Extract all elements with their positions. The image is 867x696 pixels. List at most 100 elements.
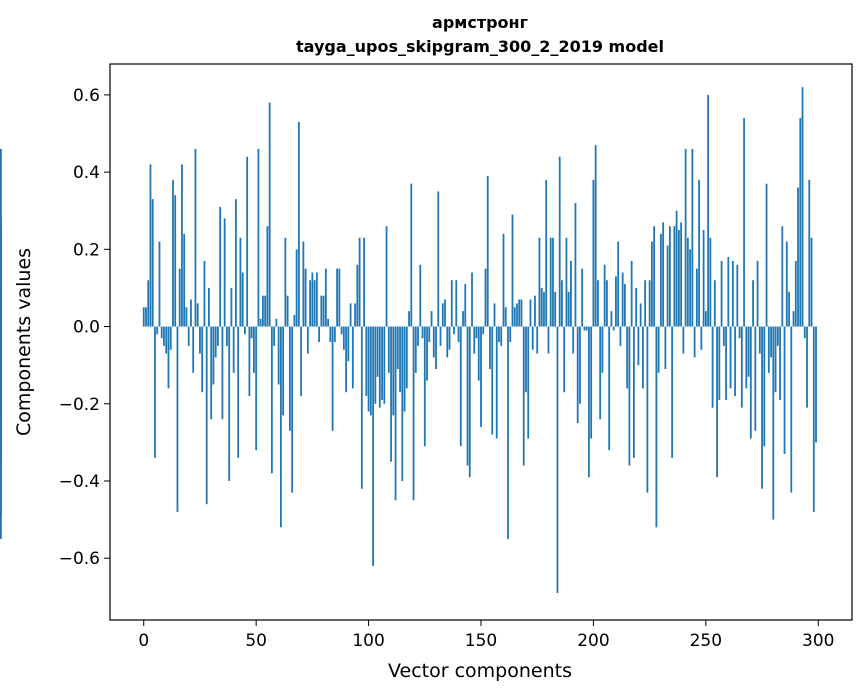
bar-246 xyxy=(695,268,698,327)
bar-160 xyxy=(502,233,505,327)
x-tick-label: 0 xyxy=(138,631,149,651)
x-tick-label: 150 xyxy=(465,631,497,651)
bar-undefined xyxy=(0,326,2,516)
bar-163 xyxy=(509,326,512,342)
bar-267 xyxy=(743,118,745,327)
bar-168 xyxy=(520,299,523,327)
bar-262 xyxy=(731,260,734,327)
bar-4 xyxy=(151,199,154,327)
bar-86 xyxy=(336,268,338,327)
bar-212 xyxy=(619,326,622,346)
bar-103 xyxy=(374,326,377,404)
bar-107 xyxy=(383,326,386,404)
bar-11 xyxy=(167,326,170,389)
bar-175 xyxy=(536,326,539,354)
bar-72 xyxy=(304,268,307,327)
bar-119 xyxy=(410,183,413,327)
bar-290 xyxy=(794,260,797,327)
bar-14 xyxy=(174,195,177,327)
bar-79 xyxy=(320,295,323,327)
bar-123 xyxy=(419,264,422,327)
bar-285 xyxy=(783,326,786,454)
bar-152 xyxy=(484,268,487,327)
bar-84 xyxy=(331,326,334,431)
bar-0 xyxy=(142,307,145,327)
x-tick-label: 50 xyxy=(245,631,267,651)
bar-298 xyxy=(812,326,815,512)
bar-131 xyxy=(437,191,440,327)
bar-179 xyxy=(545,179,548,327)
bar-125 xyxy=(423,326,426,447)
bar-162 xyxy=(507,326,509,539)
bar-270 xyxy=(749,326,752,439)
bar-174 xyxy=(534,295,536,327)
bar-105 xyxy=(378,326,381,408)
bar-177 xyxy=(540,287,543,327)
bar-49 xyxy=(253,326,255,373)
bar-235 xyxy=(671,326,674,458)
bar-218 xyxy=(633,326,635,458)
bar-299 xyxy=(815,326,817,443)
bar-198 xyxy=(588,326,590,478)
bar-281 xyxy=(774,326,777,393)
bar-178 xyxy=(543,291,545,327)
bar-197 xyxy=(585,326,588,331)
chart-title-line2: tayga_upos_skipgram_300_2_2019 model xyxy=(296,37,664,56)
bar-32 xyxy=(214,326,217,358)
bar-184 xyxy=(556,326,559,593)
bar-264 xyxy=(736,264,739,327)
bar-220 xyxy=(637,326,640,366)
bar-176 xyxy=(538,237,541,327)
bar-110 xyxy=(390,326,392,462)
bar-45 xyxy=(244,326,246,335)
bar-undefined xyxy=(0,326,2,370)
bar-226 xyxy=(650,241,653,327)
bar-241 xyxy=(684,148,687,327)
bar-21 xyxy=(190,299,192,327)
y-tick-label: 0.0 xyxy=(73,318,100,338)
bar-240 xyxy=(682,326,685,354)
bar-275 xyxy=(761,326,763,489)
bar-228 xyxy=(655,326,658,528)
bar-223 xyxy=(644,280,647,327)
bar-47 xyxy=(248,326,251,397)
bar-5 xyxy=(154,326,156,458)
bar-24 xyxy=(196,303,199,327)
bar-205 xyxy=(603,264,606,327)
bar-80 xyxy=(322,295,325,327)
bar-106 xyxy=(381,326,383,400)
bar-group xyxy=(0,87,817,593)
bar-26 xyxy=(201,326,204,393)
bar-293 xyxy=(801,87,804,327)
bar-295 xyxy=(806,326,808,408)
bar-161 xyxy=(504,307,507,327)
bar-215 xyxy=(626,326,629,389)
bar-23 xyxy=(194,148,197,327)
bar-16 xyxy=(178,268,181,327)
bar-288 xyxy=(790,326,793,493)
bar-129 xyxy=(432,326,435,358)
bar-221 xyxy=(639,303,642,327)
bar-153 xyxy=(486,175,489,327)
bar-85 xyxy=(333,326,336,342)
bar-196 xyxy=(583,326,586,331)
bar-128 xyxy=(430,311,433,327)
bar-231 xyxy=(662,222,665,327)
bar-252 xyxy=(709,237,712,327)
bar-180 xyxy=(547,326,550,354)
bar-66 xyxy=(291,326,294,493)
bar-133 xyxy=(441,303,444,327)
bar-41 xyxy=(235,199,237,327)
bar-120 xyxy=(412,326,415,501)
bar-90 xyxy=(345,326,347,393)
bar-58 xyxy=(273,326,276,346)
bar-151 xyxy=(482,326,485,335)
bar-97 xyxy=(360,326,363,489)
bar-27 xyxy=(203,260,206,327)
bar-28 xyxy=(205,326,208,505)
bar-239 xyxy=(680,222,683,327)
bar-92 xyxy=(349,303,352,327)
bar-81 xyxy=(324,268,327,327)
plot-frame xyxy=(109,63,853,621)
bar-195 xyxy=(581,268,584,327)
